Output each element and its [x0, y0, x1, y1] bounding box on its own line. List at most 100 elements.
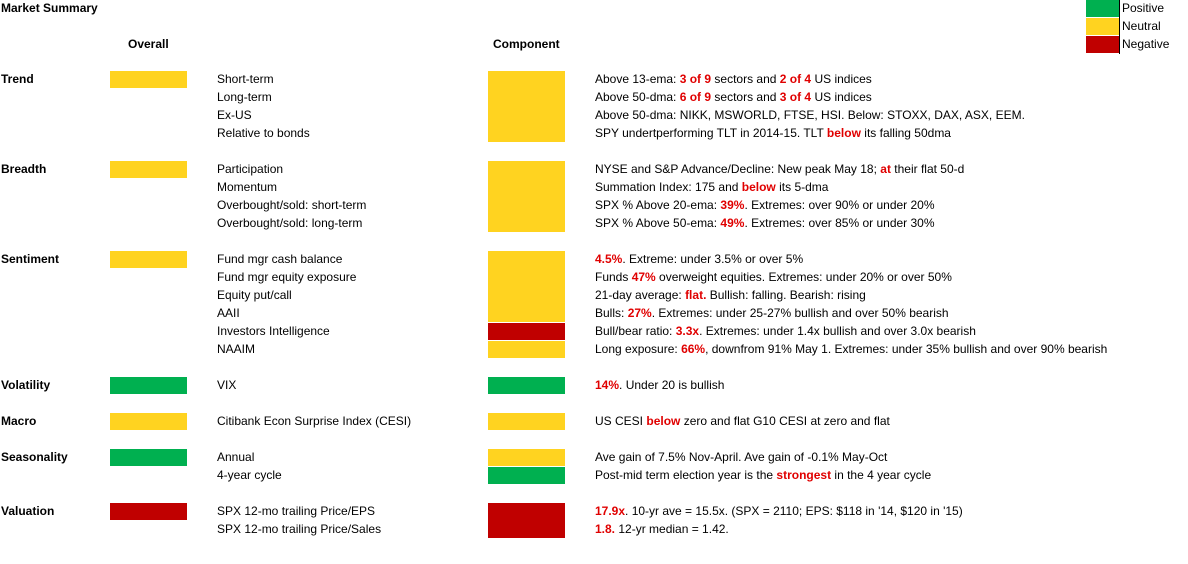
row-description: SPY undertperforming TLT in 2014-15. TLT… [595, 124, 951, 142]
row-label: Fund mgr equity exposure [217, 270, 357, 284]
row-description: 14%. Under 20 is bullish [595, 376, 724, 394]
row-description: Summation Index: 175 and below its 5-dma [595, 178, 828, 196]
row-description: 1.8. 12-yr median = 1.42. [595, 520, 729, 538]
row-label: Investors Intelligence [217, 324, 330, 338]
component-indicator [488, 467, 565, 484]
description-text: US CESI [595, 414, 647, 428]
highlight-value: 2 of 4 [779, 72, 812, 86]
highlight-value: 17.9x [595, 504, 626, 518]
description-text: Bulls: [595, 306, 628, 320]
row-description: 4.5%. Extreme: under 3.5% or over 5% [595, 250, 803, 268]
description-text: Bullish: falling. Bearish: rising [706, 288, 866, 302]
description-text: , downfrom 91% May 1. Extremes: under 35… [705, 342, 1108, 356]
section-name-macro: Macro [1, 414, 37, 428]
section-name-volatility: Volatility [1, 378, 51, 392]
row-description: Funds 47% overweight equities. Extremes:… [595, 268, 952, 286]
row-label: Equity put/call [217, 288, 292, 302]
section-name-valuation: Valuation [1, 504, 55, 518]
row-description: Ave gain of 7.5% Nov-April. Ave gain of … [595, 448, 887, 466]
description-text: NYSE and S&P Advance/Decline: New peak M… [595, 162, 881, 176]
row-label: SPX 12-mo trailing Price/EPS [217, 504, 376, 518]
highlight-value: 3 of 4 [779, 90, 812, 104]
description-text: in the 4 year cycle [831, 468, 932, 482]
highlight-value: flat. [685, 288, 707, 302]
overall-indicator-trend [110, 71, 187, 88]
highlight-value: 66% [681, 342, 706, 356]
row-description: Above 50-dma: 6 of 9 sectors and 3 of 4 … [595, 88, 872, 106]
row-description: Bulls: 27%. Extremes: under 25-27% bulli… [595, 304, 949, 322]
component-indicator [488, 161, 565, 232]
row-label: Fund mgr cash balance [217, 252, 343, 266]
section-name-sentiment: Sentiment [1, 252, 60, 266]
highlight-value: 14% [595, 378, 620, 392]
description-text: . Extreme: under 3.5% or over 5% [622, 252, 804, 266]
row-label: Momentum [217, 180, 278, 194]
legend-swatch [1086, 18, 1119, 35]
component-header: Component [493, 37, 560, 51]
row-description: US CESI below zero and flat G10 CESI at … [595, 412, 890, 430]
legend-swatch [1086, 36, 1119, 53]
row-description: Long exposure: 66%, downfrom 91% May 1. … [595, 340, 1107, 358]
legend-label: Positive [1122, 1, 1165, 15]
highlight-value: below [826, 126, 861, 140]
description-text: Above 50-dma: NIKK, MSWORLD, FTSE, HSI. … [595, 108, 1025, 122]
overall-indicator-macro [110, 413, 187, 430]
description-text: Long exposure: [595, 342, 682, 356]
row-label: 4-year cycle [217, 468, 282, 482]
overall-header: Overall [128, 37, 169, 51]
component-indicator [488, 377, 565, 394]
legend-label: Negative [1122, 37, 1170, 51]
description-text: Post-mid term election year is the [595, 468, 777, 482]
row-description: Above 13-ema: 3 of 9 sectors and 2 of 4 … [595, 70, 872, 88]
row-description: Post-mid term election year is the stron… [595, 466, 931, 484]
description-text: . Under 20 is bullish [619, 378, 725, 392]
legend-item-neutral: Neutral [1086, 18, 1188, 36]
legend-label: Neutral [1122, 19, 1161, 33]
highlight-value: below [646, 414, 681, 428]
row-label: Overbought/sold: short-term [217, 198, 367, 212]
highlight-value: 4.5% [595, 252, 623, 266]
component-indicator [488, 71, 565, 142]
description-text: Bull/bear ratio: [595, 324, 676, 338]
row-label: Annual [217, 450, 255, 464]
row-label: Long-term [217, 90, 272, 104]
overall-indicator-seasonality [110, 449, 187, 466]
component-indicator [488, 251, 565, 322]
highlight-value: below [741, 180, 776, 194]
row-label: Citibank Econ Surprise Index (CESI) [217, 414, 412, 428]
description-text: overweight equities. Extremes: under 20%… [655, 270, 952, 284]
page-title: Market Summary [1, 1, 98, 15]
section-name-breadth: Breadth [1, 162, 47, 176]
overall-indicator-sentiment [110, 251, 187, 268]
row-description: 21-day average: flat. Bullish: falling. … [595, 286, 866, 304]
legend-item-positive: Positive [1086, 0, 1188, 18]
section-name-seasonality: Seasonality [1, 450, 68, 464]
row-description: Bull/bear ratio: 3.3x. Extremes: under 1… [595, 322, 976, 340]
component-indicator [488, 413, 565, 430]
row-label: SPX 12-mo trailing Price/Sales [217, 522, 382, 536]
description-text: Funds [595, 270, 632, 284]
row-label: AAII [217, 306, 240, 320]
component-indicator [488, 449, 565, 466]
highlight-value: 49% [720, 216, 745, 230]
row-label: Relative to bonds [217, 126, 310, 140]
description-text: US indices [811, 90, 872, 104]
highlight-value: at [880, 162, 891, 176]
component-indicator [488, 323, 565, 340]
description-text: Above 13-ema: [595, 72, 680, 86]
highlight-value: 39% [720, 198, 745, 212]
row-label: Participation [217, 162, 284, 176]
row-description: SPX % Above 50-ema: 49%. Extremes: over … [595, 214, 935, 232]
description-text: Summation Index: 175 and [595, 180, 742, 194]
description-text: 21-day average: [595, 288, 686, 302]
component-indicator [488, 341, 565, 358]
row-label: VIX [217, 378, 237, 392]
highlight-value: 1.8. [595, 522, 616, 536]
description-text: 12-yr median = 1.42. [615, 522, 729, 536]
row-description: NYSE and S&P Advance/Decline: New peak M… [595, 160, 964, 178]
description-text: . Extremes: over 85% or under 30% [744, 216, 935, 230]
highlight-value: 3 of 9 [679, 72, 712, 86]
description-text: Above 50-dma: [595, 90, 680, 104]
description-text: SPY undertperforming TLT in 2014-15. TLT [595, 126, 827, 140]
highlight-value: 47% [631, 270, 656, 284]
